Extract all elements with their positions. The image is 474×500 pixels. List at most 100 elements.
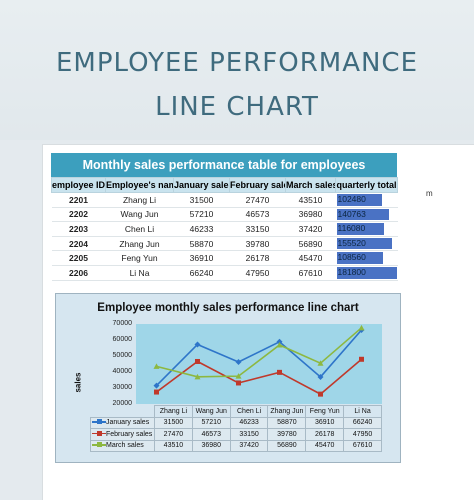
legend-label: January sales bbox=[106, 419, 150, 427]
cell-february-sales: 27470 bbox=[229, 192, 286, 208]
cell-employee-id: 2201 bbox=[51, 192, 106, 208]
data-label: 33150 bbox=[229, 428, 269, 441]
cell-february-sales: 39780 bbox=[229, 236, 286, 252]
y-tick-label: 20000 bbox=[112, 400, 132, 407]
data-bar: 102480 bbox=[336, 194, 382, 206]
cell-march-sales: 43510 bbox=[285, 192, 336, 208]
cell-employee-id: 2205 bbox=[51, 250, 106, 266]
data-point bbox=[359, 356, 364, 362]
quarterly-total-value: 140763 bbox=[337, 208, 366, 219]
series-line-january-sales bbox=[155, 329, 363, 387]
category-row: Zhang Li Wang Jun Chen Li Zhang Jun Feng Yun… bbox=[91, 405, 382, 418]
cell-quarterly-total: 102480 bbox=[335, 192, 398, 208]
data-label: 45470 bbox=[305, 439, 345, 452]
data-bar: 116080 bbox=[336, 223, 385, 235]
cell-employee-id: 2204 bbox=[51, 236, 106, 252]
cell-employee-name: Zhang Li bbox=[105, 192, 174, 208]
col-header-feb: February sales bbox=[229, 177, 286, 193]
hero-banner: EMPLOYEE PERFORMANCE LINE CHART bbox=[0, 0, 474, 140]
data-label: 66240 bbox=[343, 416, 382, 429]
data-point bbox=[235, 373, 242, 379]
quarterly-total-value: 155520 bbox=[337, 237, 366, 248]
cell-quarterly-total: 116080 bbox=[335, 221, 398, 237]
cell-employee-id: 2202 bbox=[51, 207, 106, 223]
quarterly-total-value: 116080 bbox=[337, 223, 366, 234]
data-point bbox=[317, 373, 324, 380]
x-category-label: Wang Jun bbox=[191, 405, 231, 418]
legend-label: February sales bbox=[106, 430, 153, 438]
data-point bbox=[153, 382, 160, 389]
cell-january-sales: 36910 bbox=[173, 250, 230, 266]
data-point bbox=[154, 389, 159, 395]
data-label: 57210 bbox=[191, 416, 231, 429]
chart-title: Employee monthly sales performance line … bbox=[97, 302, 359, 314]
hero-title-line-1: EMPLOYEE PERFORMANCE bbox=[55, 48, 419, 78]
y-tick-label: 50000 bbox=[112, 352, 132, 359]
data-bar: 181800 bbox=[336, 266, 397, 279]
cell-march-sales: 36980 bbox=[285, 207, 336, 223]
col-header-mar: March sales bbox=[285, 177, 336, 193]
data-point bbox=[358, 324, 365, 331]
cell-employee-name: Li Na bbox=[105, 265, 174, 281]
cell-january-sales: 58870 bbox=[173, 236, 230, 252]
cell-employee-id: 2203 bbox=[51, 221, 106, 237]
table-row: 2206 Li Na 66240 47950 67610 181800 bbox=[51, 265, 398, 281]
table-row: 2202 Wang Jun 57210 46573 36980 140763 bbox=[51, 207, 398, 223]
cell-january-sales: 46233 bbox=[173, 221, 230, 237]
legend-entry: January sales bbox=[90, 416, 155, 429]
legend-key-icon bbox=[92, 430, 106, 437]
cell-january-sales: 66240 bbox=[173, 265, 230, 281]
cell-march-sales: 37420 bbox=[285, 221, 336, 237]
y-tick-label: 40000 bbox=[112, 368, 132, 375]
data-label: 56890 bbox=[267, 439, 307, 452]
data-label: 47950 bbox=[343, 428, 382, 441]
data-point bbox=[276, 341, 283, 348]
series-line-february-sales bbox=[156, 358, 363, 396]
data-point bbox=[195, 358, 200, 364]
data-label: 26178 bbox=[305, 428, 345, 441]
x-category-label: Feng Yun bbox=[305, 405, 345, 418]
header-row: employee ID Employee's name January sale… bbox=[51, 177, 398, 193]
sales-grid: employee ID Employee's name January sale… bbox=[51, 177, 398, 281]
cell-january-sales: 57210 bbox=[173, 207, 230, 223]
data-label: 46573 bbox=[191, 428, 231, 441]
x-category-label: Chen Li bbox=[229, 405, 269, 418]
data-label: 46233 bbox=[229, 416, 269, 429]
col-header-jan: January sales bbox=[173, 177, 230, 193]
data-point bbox=[153, 363, 160, 369]
cell-quarterly-total: 108560 bbox=[335, 250, 398, 266]
y-tick-label: 60000 bbox=[112, 336, 132, 343]
quarterly-total-value: 181800 bbox=[337, 266, 366, 277]
cell-employee-name: Zhang Jun bbox=[105, 236, 174, 252]
col-header-id: employee ID bbox=[51, 177, 106, 193]
table-title: Monthly sales performance table for empl… bbox=[51, 153, 397, 177]
cell-march-sales: 45470 bbox=[285, 250, 336, 266]
table-row: 2204 Zhang Jun 58870 39780 56890 155520 bbox=[51, 236, 398, 252]
cell-employee-name: Feng Yun bbox=[105, 250, 174, 266]
cell-february-sales: 47950 bbox=[229, 265, 286, 281]
cell-employee-name: Chen Li bbox=[105, 221, 174, 237]
cell-january-sales: 31500 bbox=[173, 192, 230, 208]
data-point bbox=[194, 341, 201, 348]
legend-key-icon bbox=[92, 419, 106, 425]
data-point bbox=[236, 380, 241, 386]
sales-table: Monthly sales performance table for empl… bbox=[51, 153, 433, 281]
data-bar: 155520 bbox=[336, 237, 392, 250]
data-label: 27470 bbox=[154, 428, 193, 441]
chart-data-table: Zhang Li Wang Jun Chen Li Zhang Jun Feng Yun… bbox=[90, 405, 382, 452]
x-category-label: Zhang Li bbox=[154, 405, 193, 418]
series-data-row: January sales 31500 57210 46233 58870 36910 66… bbox=[90, 416, 382, 429]
y-tick-label: 30000 bbox=[112, 384, 132, 391]
cell-quarterly-total: 140763 bbox=[335, 207, 398, 223]
cell-march-sales: 56890 bbox=[285, 236, 336, 252]
cell-employee-name: Wang Jun bbox=[105, 207, 174, 223]
data-point bbox=[317, 360, 324, 366]
spreadsheet-preview: Monthly sales performance table for empl… bbox=[42, 144, 474, 500]
series-data-row: February sales 27470 46573 33150 39780 26178 4… bbox=[90, 428, 382, 441]
legend-entry: February sales bbox=[90, 428, 155, 441]
data-label: 43510 bbox=[154, 439, 193, 452]
data-bar: 140763 bbox=[336, 208, 389, 221]
data-label: 67610 bbox=[343, 439, 382, 452]
quarterly-total-value: 102480 bbox=[337, 194, 366, 204]
legend-entry: March sales bbox=[90, 439, 155, 452]
